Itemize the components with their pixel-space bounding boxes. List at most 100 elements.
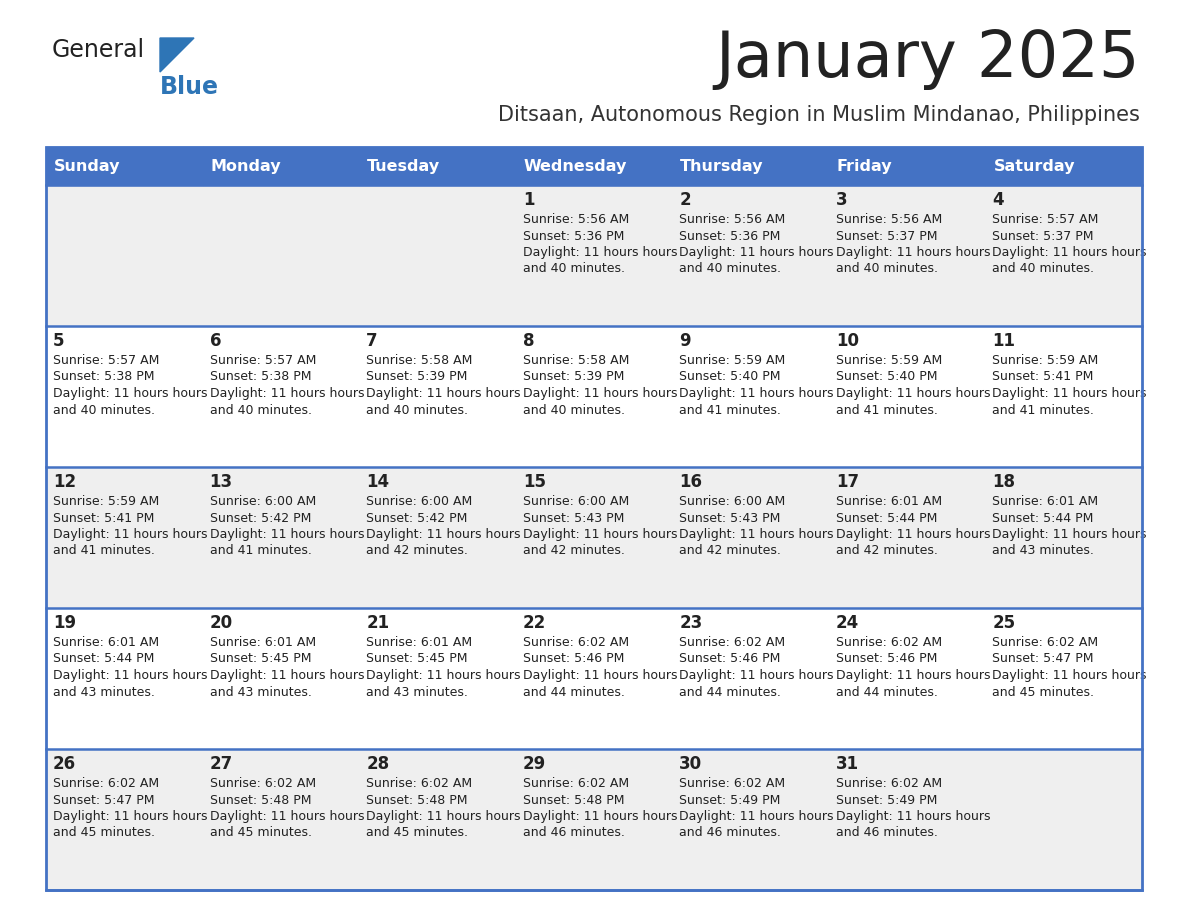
Text: Sunrise: 6:02 AM: Sunrise: 6:02 AM bbox=[836, 636, 942, 649]
Text: Sunset: 5:46 PM: Sunset: 5:46 PM bbox=[836, 653, 937, 666]
Text: 14: 14 bbox=[366, 473, 390, 491]
Text: and 43 minutes.: and 43 minutes. bbox=[366, 686, 468, 699]
Text: Sunset: 5:40 PM: Sunset: 5:40 PM bbox=[836, 371, 937, 384]
Text: Sunrise: 6:02 AM: Sunrise: 6:02 AM bbox=[366, 777, 473, 790]
Text: and 45 minutes.: and 45 minutes. bbox=[992, 686, 1094, 699]
Text: Daylight: 11 hours hours: Daylight: 11 hours hours bbox=[523, 810, 677, 823]
Text: and 45 minutes.: and 45 minutes. bbox=[53, 826, 154, 839]
Text: 29: 29 bbox=[523, 755, 546, 773]
Text: Sunset: 5:48 PM: Sunset: 5:48 PM bbox=[366, 793, 468, 807]
Text: and 44 minutes.: and 44 minutes. bbox=[523, 686, 625, 699]
Text: Sunset: 5:44 PM: Sunset: 5:44 PM bbox=[992, 511, 1094, 524]
Bar bbox=[203, 147, 359, 185]
Text: Daylight: 11 hours hours: Daylight: 11 hours hours bbox=[836, 246, 991, 259]
Text: Daylight: 11 hours hours: Daylight: 11 hours hours bbox=[53, 528, 208, 541]
Text: Sunset: 5:49 PM: Sunset: 5:49 PM bbox=[680, 793, 781, 807]
Text: 5: 5 bbox=[53, 332, 64, 350]
Text: Sunrise: 6:02 AM: Sunrise: 6:02 AM bbox=[836, 777, 942, 790]
Text: 16: 16 bbox=[680, 473, 702, 491]
Text: 8: 8 bbox=[523, 332, 535, 350]
Text: and 40 minutes.: and 40 minutes. bbox=[680, 263, 782, 275]
Text: Sunrise: 6:00 AM: Sunrise: 6:00 AM bbox=[680, 495, 785, 508]
Bar bbox=[46, 467, 1142, 608]
Text: January 2025: January 2025 bbox=[715, 28, 1140, 90]
Text: and 46 minutes.: and 46 minutes. bbox=[680, 826, 782, 839]
Text: Sunset: 5:36 PM: Sunset: 5:36 PM bbox=[523, 230, 624, 242]
Text: Wednesday: Wednesday bbox=[524, 159, 627, 174]
Text: Daylight: 11 hours hours: Daylight: 11 hours hours bbox=[836, 528, 991, 541]
Text: Sunrise: 5:58 AM: Sunrise: 5:58 AM bbox=[366, 354, 473, 367]
Bar bbox=[985, 147, 1142, 185]
Text: Sunrise: 6:01 AM: Sunrise: 6:01 AM bbox=[53, 636, 159, 649]
Text: Sunrise: 6:00 AM: Sunrise: 6:00 AM bbox=[366, 495, 473, 508]
Text: Sunrise: 5:57 AM: Sunrise: 5:57 AM bbox=[53, 354, 159, 367]
Text: Sunset: 5:44 PM: Sunset: 5:44 PM bbox=[53, 653, 154, 666]
Text: Sunrise: 6:01 AM: Sunrise: 6:01 AM bbox=[366, 636, 473, 649]
Bar bbox=[46, 185, 1142, 326]
Text: Sunset: 5:42 PM: Sunset: 5:42 PM bbox=[209, 511, 311, 524]
Bar bbox=[359, 147, 516, 185]
Text: Daylight: 11 hours hours: Daylight: 11 hours hours bbox=[366, 810, 520, 823]
Text: Ditsaan, Autonomous Region in Muslim Mindanao, Philippines: Ditsaan, Autonomous Region in Muslim Min… bbox=[498, 105, 1140, 125]
Text: and 40 minutes.: and 40 minutes. bbox=[53, 404, 154, 417]
Text: Sunrise: 5:56 AM: Sunrise: 5:56 AM bbox=[523, 213, 628, 226]
Text: 7: 7 bbox=[366, 332, 378, 350]
Text: Sunset: 5:40 PM: Sunset: 5:40 PM bbox=[680, 371, 781, 384]
Text: Tuesday: Tuesday bbox=[367, 159, 441, 174]
Text: Sunset: 5:47 PM: Sunset: 5:47 PM bbox=[992, 653, 1094, 666]
Text: and 46 minutes.: and 46 minutes. bbox=[836, 826, 937, 839]
Text: Sunrise: 5:59 AM: Sunrise: 5:59 AM bbox=[836, 354, 942, 367]
Text: and 40 minutes.: and 40 minutes. bbox=[992, 263, 1094, 275]
Text: 20: 20 bbox=[209, 614, 233, 632]
Text: 2: 2 bbox=[680, 191, 691, 209]
Text: Sunset: 5:48 PM: Sunset: 5:48 PM bbox=[209, 793, 311, 807]
Text: Saturday: Saturday bbox=[993, 159, 1075, 174]
Text: Sunset: 5:38 PM: Sunset: 5:38 PM bbox=[53, 371, 154, 384]
Text: and 40 minutes.: and 40 minutes. bbox=[523, 404, 625, 417]
Text: Daylight: 11 hours hours: Daylight: 11 hours hours bbox=[523, 387, 677, 400]
Text: Daylight: 11 hours hours: Daylight: 11 hours hours bbox=[209, 810, 364, 823]
Text: and 41 minutes.: and 41 minutes. bbox=[680, 404, 782, 417]
Text: Thursday: Thursday bbox=[681, 159, 764, 174]
Text: Sunset: 5:39 PM: Sunset: 5:39 PM bbox=[523, 371, 624, 384]
Text: Daylight: 11 hours hours: Daylight: 11 hours hours bbox=[992, 387, 1146, 400]
Text: 6: 6 bbox=[209, 332, 221, 350]
Text: Sunrise: 5:56 AM: Sunrise: 5:56 AM bbox=[680, 213, 785, 226]
Text: 4: 4 bbox=[992, 191, 1004, 209]
Text: and 45 minutes.: and 45 minutes. bbox=[366, 826, 468, 839]
Text: Sunset: 5:41 PM: Sunset: 5:41 PM bbox=[53, 511, 154, 524]
Text: and 42 minutes.: and 42 minutes. bbox=[523, 544, 625, 557]
Text: Friday: Friday bbox=[836, 159, 892, 174]
Text: Sunset: 5:43 PM: Sunset: 5:43 PM bbox=[680, 511, 781, 524]
Text: Daylight: 11 hours hours: Daylight: 11 hours hours bbox=[680, 810, 834, 823]
Text: 19: 19 bbox=[53, 614, 76, 632]
Text: Daylight: 11 hours hours: Daylight: 11 hours hours bbox=[366, 528, 520, 541]
Text: Daylight: 11 hours hours: Daylight: 11 hours hours bbox=[53, 387, 208, 400]
Text: Daylight: 11 hours hours: Daylight: 11 hours hours bbox=[680, 387, 834, 400]
Text: Sunrise: 5:58 AM: Sunrise: 5:58 AM bbox=[523, 354, 630, 367]
Bar bbox=[46, 749, 1142, 890]
Text: and 40 minutes.: and 40 minutes. bbox=[523, 263, 625, 275]
Text: Sunset: 5:47 PM: Sunset: 5:47 PM bbox=[53, 793, 154, 807]
Text: and 41 minutes.: and 41 minutes. bbox=[836, 404, 937, 417]
Text: Sunset: 5:39 PM: Sunset: 5:39 PM bbox=[366, 371, 468, 384]
Text: Sunset: 5:45 PM: Sunset: 5:45 PM bbox=[366, 653, 468, 666]
Text: Sunrise: 6:02 AM: Sunrise: 6:02 AM bbox=[209, 777, 316, 790]
Text: Daylight: 11 hours hours: Daylight: 11 hours hours bbox=[680, 669, 834, 682]
Text: Daylight: 11 hours hours: Daylight: 11 hours hours bbox=[836, 669, 991, 682]
Text: 30: 30 bbox=[680, 755, 702, 773]
Text: Blue: Blue bbox=[160, 75, 219, 99]
Text: Sunrise: 6:02 AM: Sunrise: 6:02 AM bbox=[680, 636, 785, 649]
Text: Sunrise: 5:56 AM: Sunrise: 5:56 AM bbox=[836, 213, 942, 226]
Text: Sunrise: 6:01 AM: Sunrise: 6:01 AM bbox=[209, 636, 316, 649]
Text: Daylight: 11 hours hours: Daylight: 11 hours hours bbox=[836, 810, 991, 823]
Text: and 46 minutes.: and 46 minutes. bbox=[523, 826, 625, 839]
Text: 31: 31 bbox=[836, 755, 859, 773]
Text: 23: 23 bbox=[680, 614, 702, 632]
Text: Sunrise: 6:02 AM: Sunrise: 6:02 AM bbox=[523, 636, 628, 649]
Text: Sunset: 5:43 PM: Sunset: 5:43 PM bbox=[523, 511, 624, 524]
Text: Sunrise: 6:02 AM: Sunrise: 6:02 AM bbox=[523, 777, 628, 790]
Text: Sunrise: 5:57 AM: Sunrise: 5:57 AM bbox=[209, 354, 316, 367]
Text: Sunset: 5:37 PM: Sunset: 5:37 PM bbox=[836, 230, 937, 242]
Text: Sunrise: 6:01 AM: Sunrise: 6:01 AM bbox=[992, 495, 1099, 508]
